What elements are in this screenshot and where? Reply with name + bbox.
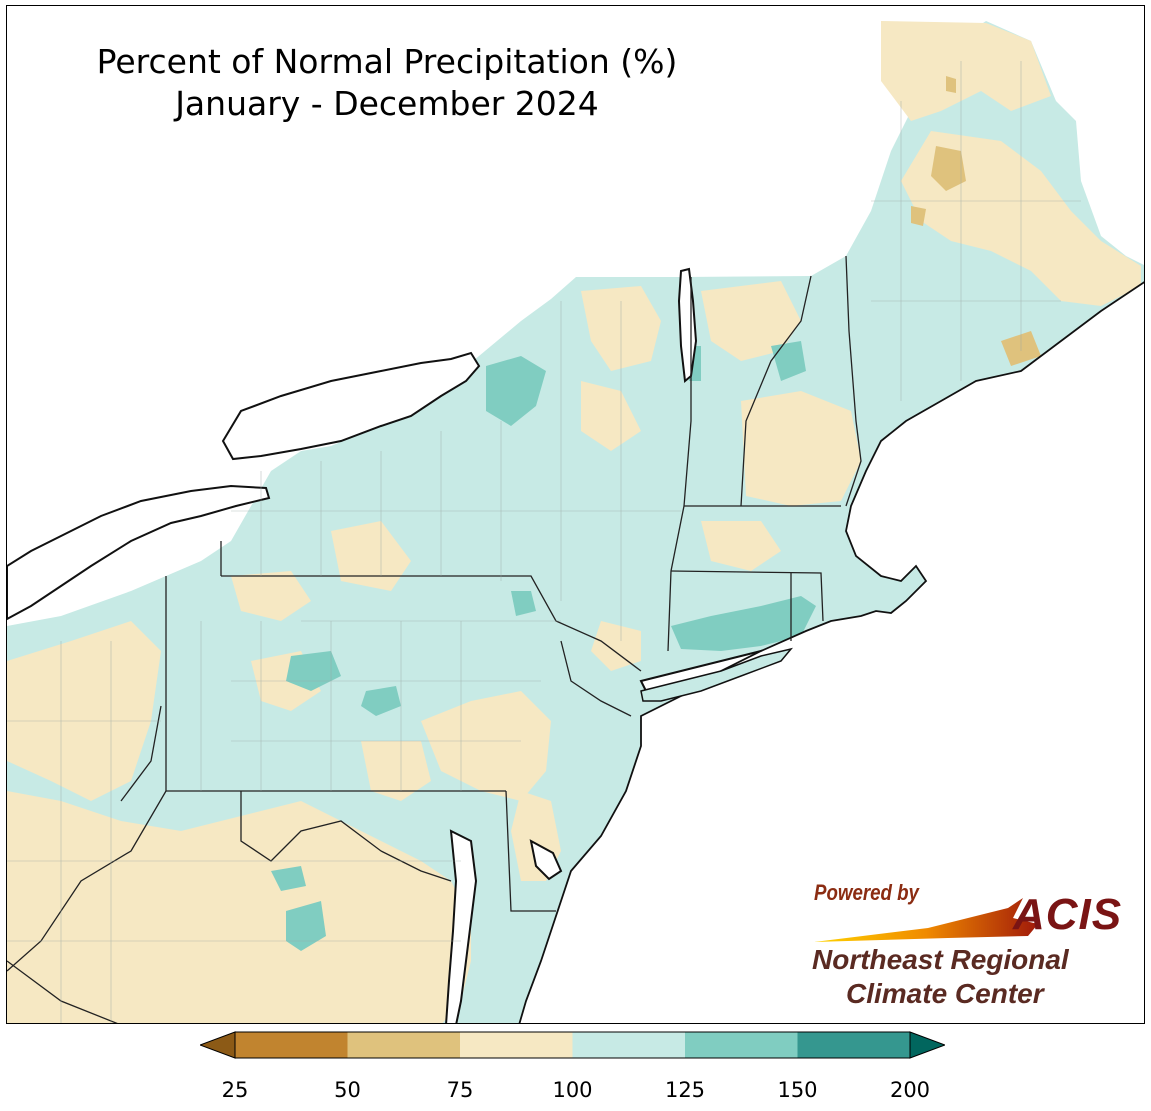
logo-org-line2: Climate Center bbox=[846, 978, 1044, 1009]
colorbar-tick-label: 25 bbox=[221, 1078, 249, 1102]
colorbar-segment bbox=[685, 1032, 798, 1058]
colorbar-legend bbox=[200, 1031, 945, 1059]
lake-ontario bbox=[221, 351, 481, 461]
colorbar-segment bbox=[235, 1032, 348, 1058]
map-frame: Percent of Normal Precipitation (%) Janu… bbox=[6, 5, 1145, 1024]
colorbar-tick-label: 200 bbox=[889, 1078, 931, 1102]
colorbar-segment bbox=[572, 1032, 685, 1058]
precipitation-map bbox=[7, 21, 1144, 1023]
water-bodies bbox=[7, 267, 794, 1023]
colorbar-tick-label: 125 bbox=[664, 1078, 706, 1102]
chesapeake-bay bbox=[445, 829, 478, 1023]
state-boundaries bbox=[7, 255, 862, 1023]
colorbar-outline bbox=[234, 1031, 911, 1059]
land-northeast bbox=[7, 21, 1144, 1023]
colorbar-tick-label: 150 bbox=[777, 1078, 818, 1102]
logo-acis: ACIS bbox=[1013, 890, 1123, 939]
map-title: Percent of Normal Precipitation (%) bbox=[96, 42, 678, 81]
colorbar-arrow-high bbox=[909, 1031, 945, 1059]
colorbar-tick-label: 50 bbox=[334, 1078, 361, 1102]
delaware-bay bbox=[529, 839, 563, 881]
colorbar-segment bbox=[797, 1032, 910, 1058]
logo-swoosh-icon bbox=[814, 898, 1038, 942]
long-island bbox=[640, 647, 794, 702]
atlantic-ocean bbox=[518, 281, 1144, 1023]
colorbar-tick-label: 75 bbox=[446, 1078, 474, 1102]
logo-powered-by: Powered by bbox=[814, 880, 919, 905]
colorbar-tick-label: 100 bbox=[552, 1078, 593, 1102]
colorbar-arrow-low bbox=[200, 1031, 236, 1059]
logo-org-line1: Northeast Regional bbox=[812, 944, 1069, 975]
colorbar-segment bbox=[460, 1032, 573, 1058]
lake-erie bbox=[7, 484, 271, 621]
map-subtitle: January - December 2024 bbox=[175, 84, 599, 123]
county-lines bbox=[7, 61, 1081, 1023]
acis-logo: Powered by ACIS Northeast Regional Clima… bbox=[808, 878, 1128, 1018]
colorbar-segment bbox=[347, 1032, 460, 1058]
